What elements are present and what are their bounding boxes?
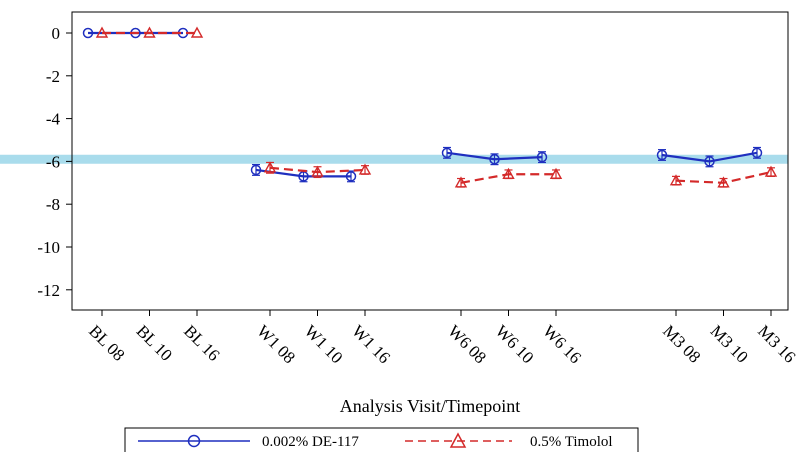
- data-point: [764, 165, 778, 177]
- data-point: [536, 151, 548, 163]
- x-tick-label: W6 10: [492, 321, 538, 367]
- data-point: [95, 26, 109, 38]
- x-tick-label: W1 08: [253, 321, 299, 367]
- data-point: [656, 149, 668, 161]
- x-tick-label: BL 16: [180, 321, 223, 364]
- data-point: [250, 164, 262, 176]
- legend-marker-timolol: [449, 432, 467, 448]
- data-point: [441, 147, 453, 159]
- legend: 0.002% DE-117 0.5% Timolol: [124, 427, 639, 452]
- data-point: [358, 163, 372, 175]
- legend-marker-de117: [187, 434, 201, 448]
- y-tick-label: -2: [46, 67, 60, 86]
- data-point: [263, 161, 277, 173]
- data-point: [669, 174, 683, 186]
- x-axis: BL 08 BL 10 BL 16 W1 08 W1 10 W1 16 W6 08 W6 10…: [85, 310, 799, 367]
- data-point: [704, 156, 715, 167]
- y-tick-label: -10: [37, 238, 60, 257]
- x-tick-label: W6 08: [444, 321, 490, 367]
- data-point: [345, 171, 357, 182]
- x-tick-label: M3 08: [659, 321, 704, 366]
- reference-band-layer: [0, 154, 788, 164]
- data-point: [717, 176, 730, 188]
- data-point: [549, 167, 563, 179]
- data-point: [454, 176, 468, 188]
- x-tick-label: W1 16: [348, 321, 394, 367]
- data-point: [311, 165, 324, 177]
- legend-box: [124, 427, 639, 452]
- series-de117: [82, 27, 763, 183]
- y-tick-label: -4: [46, 110, 61, 129]
- data-point: [82, 27, 94, 39]
- x-tick-label: BL 08: [85, 321, 128, 364]
- x-tick-label: W6 16: [539, 321, 585, 367]
- data-point: [751, 147, 763, 159]
- x-tick-label: W1 10: [301, 321, 347, 367]
- x-axis-title: Analysis Visit/Timepoint: [340, 396, 520, 416]
- reference-band: [0, 154, 788, 164]
- x-tick-label: M3 10: [707, 321, 752, 366]
- legend-label-de117: 0.002% DE-117: [262, 434, 359, 450]
- data-point: [190, 26, 204, 38]
- y-tick-label: 0: [52, 24, 61, 43]
- series-timolol: [95, 26, 778, 188]
- series-layer: [82, 26, 778, 188]
- y-axis: 0 -2 -4 -6 -8 -10 -12: [37, 24, 72, 300]
- data-point: [489, 154, 500, 165]
- y-tick-label: -12: [37, 281, 60, 300]
- data-point: [143, 26, 156, 38]
- data-point: [502, 167, 515, 179]
- legend-label-timolol: 0.5% Timolol: [530, 434, 613, 450]
- y-tick-label: -8: [46, 195, 60, 214]
- x-tick-label: M3 16: [754, 321, 799, 366]
- x-tick-label: BL 10: [133, 321, 176, 364]
- y-tick-label: -6: [46, 152, 60, 171]
